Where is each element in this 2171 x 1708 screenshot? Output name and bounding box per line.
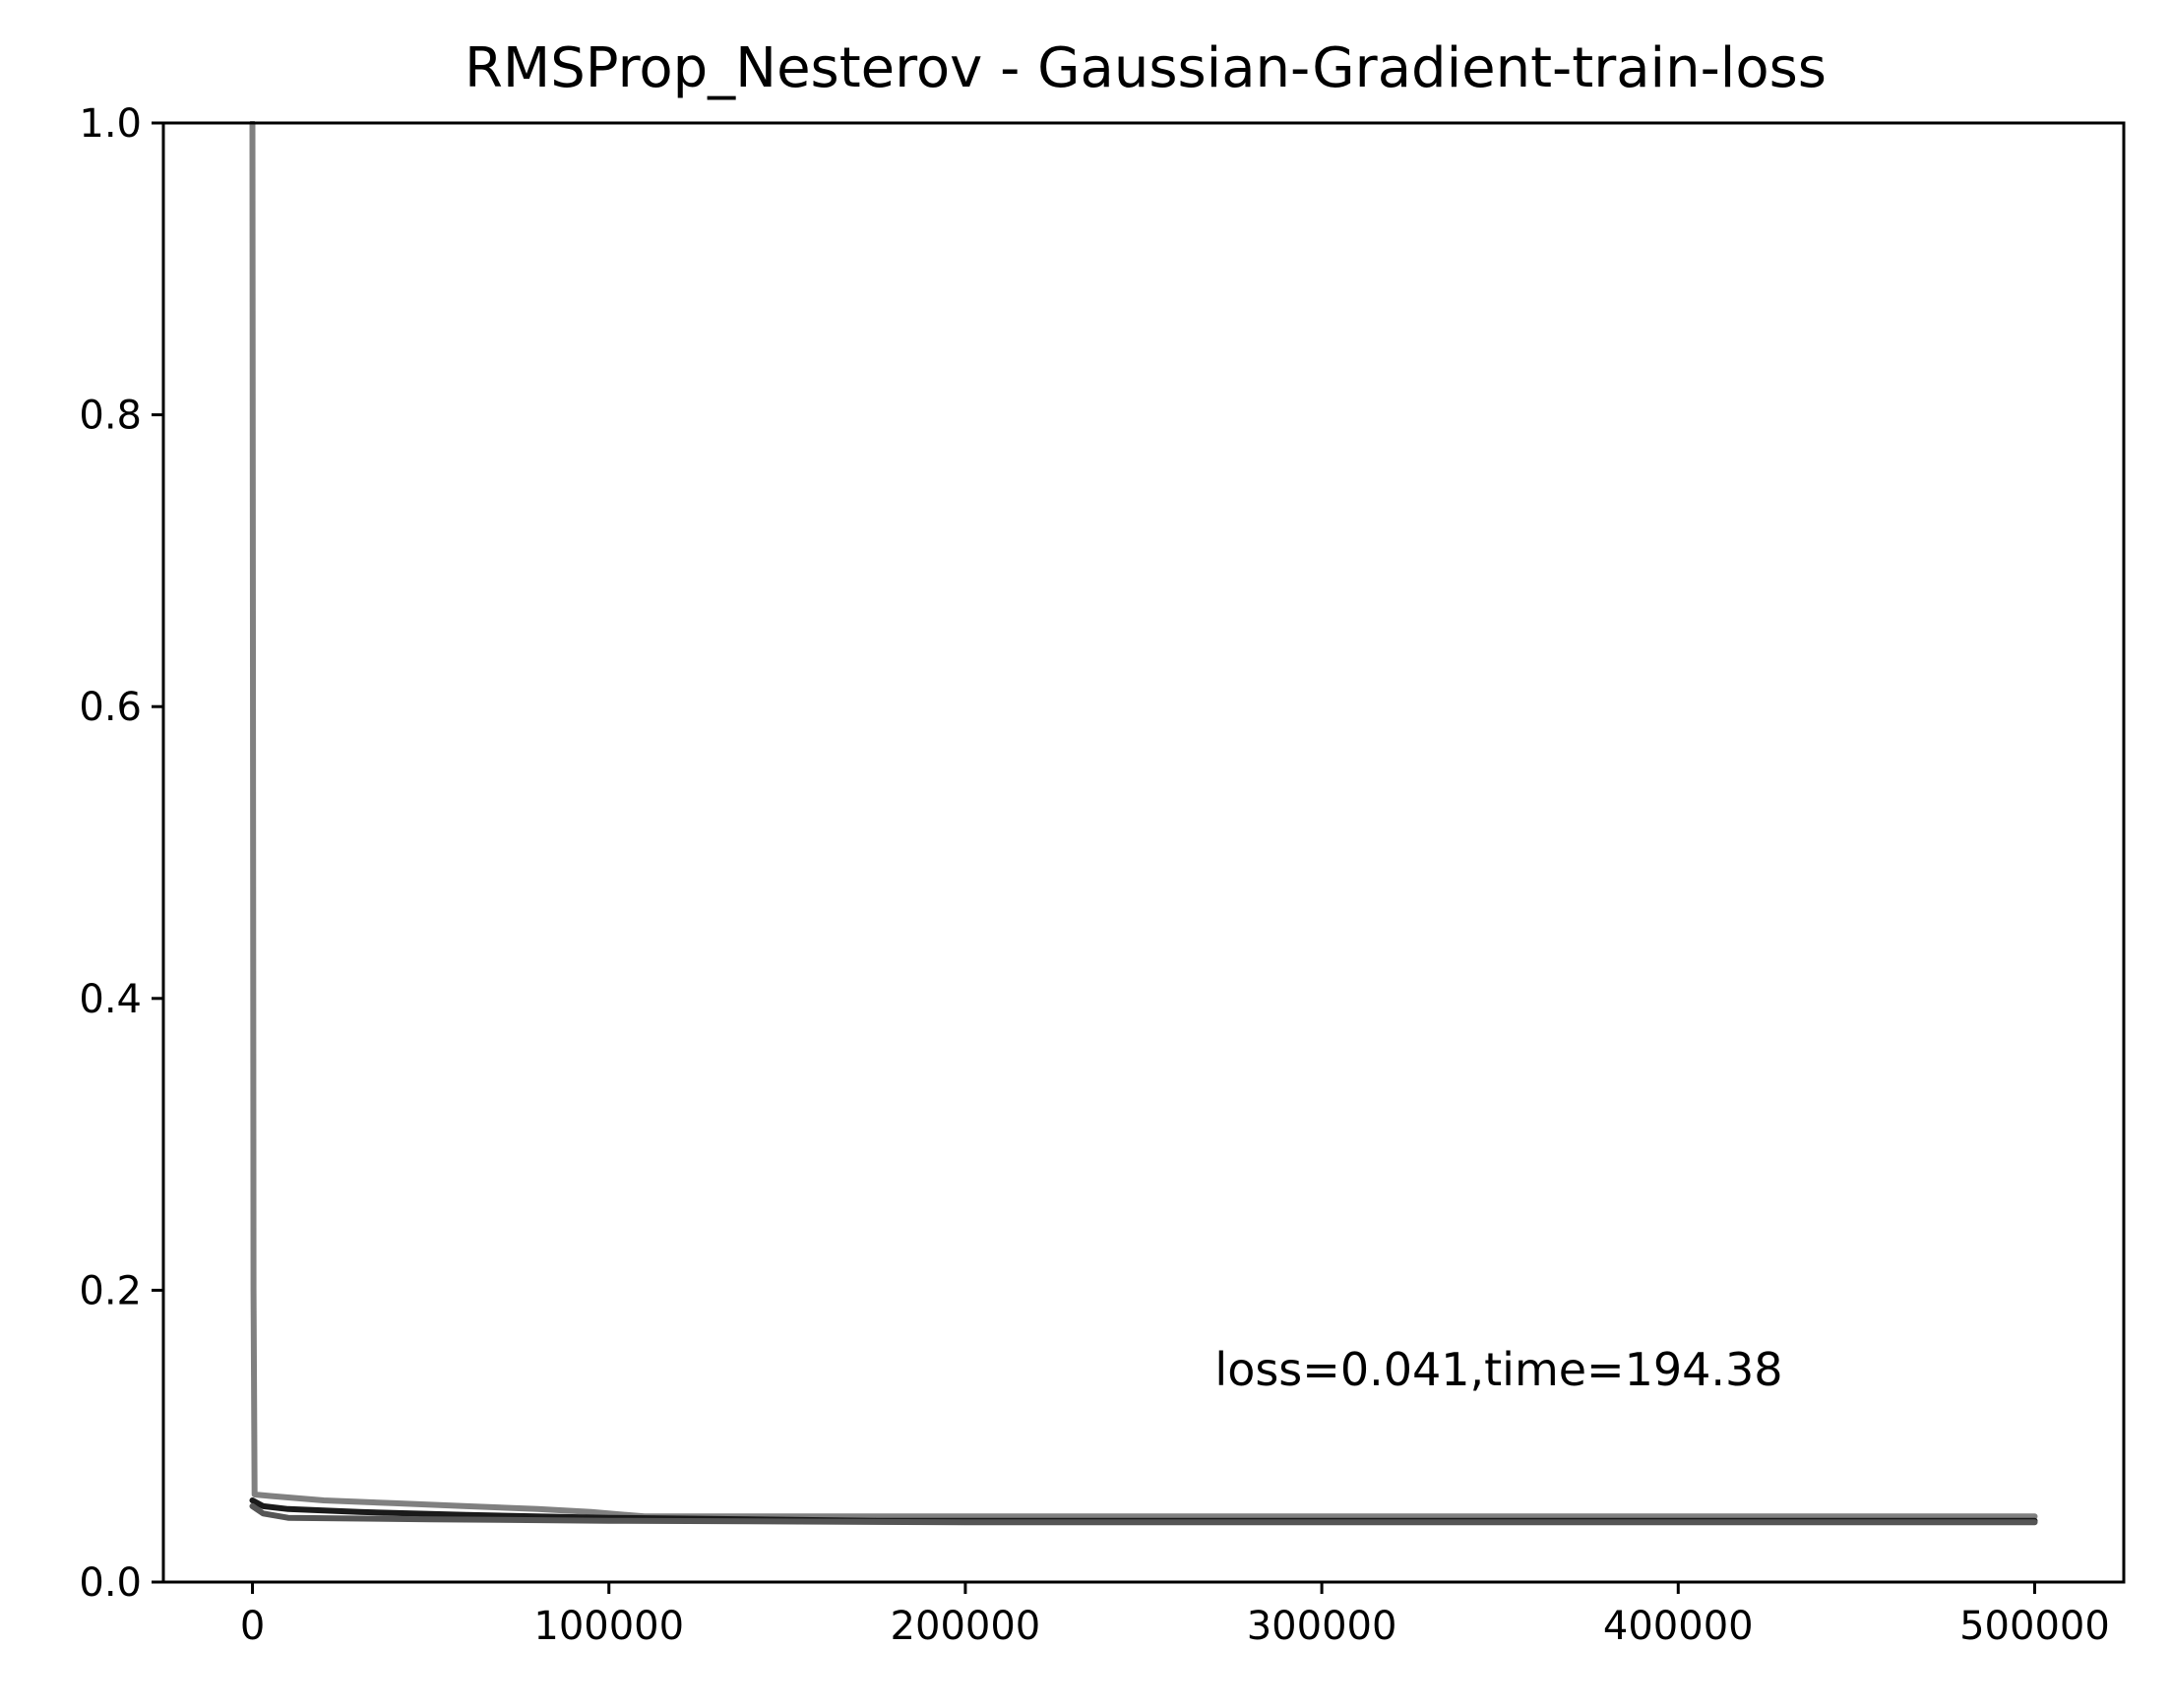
axis-layer: 0 100000 200000 300000 400000 500000 0.0 0.2 0.4… xyxy=(79,101,2109,1649)
y-tick-label: 0.0 xyxy=(79,1560,142,1606)
series-line-3 xyxy=(249,1502,2038,1526)
x-tick-label: 500000 xyxy=(1959,1604,2110,1649)
y-tick-label: 0.6 xyxy=(79,685,142,730)
x-tick-label: 300000 xyxy=(1247,1604,1397,1649)
x-tick-label: 100000 xyxy=(533,1604,684,1649)
chart-title: RMSProp_Nesterov - Gaussian-Gradient-tra… xyxy=(465,36,1827,100)
series-layer xyxy=(249,121,2038,1526)
y-tick-label: 0.4 xyxy=(79,977,142,1022)
y-tick-label: 0.2 xyxy=(79,1268,142,1313)
y-tick-label: 0.8 xyxy=(79,394,142,439)
series-line-1 xyxy=(249,121,2038,1520)
final-loss-annotation: loss=0.041,time=194.38 xyxy=(1214,1343,1782,1396)
x-tick-label: 200000 xyxy=(891,1604,1041,1649)
x-tick-label: 0 xyxy=(240,1604,265,1649)
x-tick-label: 400000 xyxy=(1603,1604,1754,1649)
plot-frame xyxy=(161,121,2126,1584)
y-tick-label: 1.0 xyxy=(79,101,142,147)
